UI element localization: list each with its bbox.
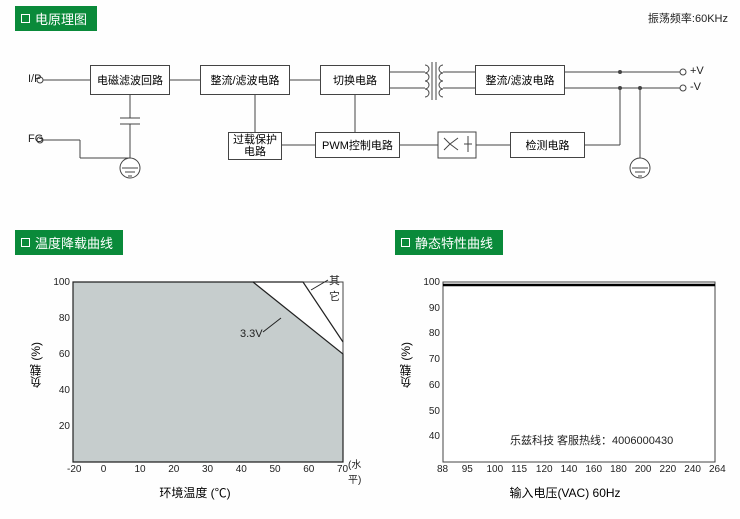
chart1-ann2: 3.3V	[240, 328, 263, 340]
block-overload: 过载保护 电路	[228, 132, 282, 160]
chart2-ytick: 80	[429, 328, 440, 339]
chart1-xtick: 0	[101, 464, 107, 475]
block-switch: 切换电路	[320, 65, 390, 95]
chart2-xlabel: 输入电压(VAC) 60Hz	[415, 484, 715, 501]
chart2-svg	[415, 272, 725, 482]
fg-label: FG	[28, 133, 43, 145]
chart2-ytick: 40	[429, 431, 440, 442]
square-icon	[401, 238, 410, 247]
chart1-ytick: 40	[59, 385, 70, 396]
vneg-label: -V	[690, 81, 701, 93]
block-emi: 电磁滤波回路	[90, 65, 170, 95]
chart1-ytick: 80	[59, 313, 70, 324]
footer-text: 乐兹科技 客服热线：4006000430	[510, 432, 673, 448]
freq-label: 振荡频率:60KHz	[648, 10, 728, 26]
chart2-xtick: 140	[561, 464, 578, 475]
block-diagram: I/P FG +V -V 电磁滤波回路 整流/滤波电路 切换电路 整流/滤波电路…	[30, 50, 715, 210]
ip-label: I/P	[28, 73, 41, 85]
chart2-ytick: 60	[429, 380, 440, 391]
derating-chart: 负载 (%) 20406080100 -20010203040506070 (水…	[45, 272, 345, 487]
chart2-xtick: 88	[437, 464, 448, 475]
chart1-svg	[45, 272, 345, 482]
chart2-xtick: 240	[684, 464, 701, 475]
static-chart: 负载 (%) 405060708090100 88951001151201401…	[415, 272, 725, 487]
chart2-xtick: 115	[511, 464, 527, 475]
chart1-xtick: 70	[337, 464, 348, 475]
block-pwm: PWM控制电路	[315, 132, 400, 158]
chart2-ytick: 90	[429, 303, 440, 314]
chart2-ytick: 70	[429, 354, 440, 365]
chart1-ytick: 20	[59, 421, 70, 432]
section-header-derating: 温度降载曲线	[15, 230, 123, 255]
chart1-xtick: 60	[303, 464, 314, 475]
header2-text: 温度降载曲线	[35, 233, 113, 252]
vpos-label: +V	[690, 65, 704, 77]
chart2-ytick: 50	[429, 406, 440, 417]
chart2-ylabel: 负载 (%)	[397, 342, 414, 388]
square-icon	[21, 238, 30, 247]
chart1-xnote: (水平)	[348, 456, 361, 486]
block-detect: 检测电路	[510, 132, 585, 158]
chart2-xtick: 264	[709, 464, 726, 475]
chart2-xtick: 220	[660, 464, 677, 475]
chart1-ylabel: 负载 (%)	[27, 342, 44, 388]
block-rect1: 整流/滤波电路	[200, 65, 290, 95]
chart1-xtick: 50	[270, 464, 281, 475]
chart1-ytick: 100	[53, 277, 70, 288]
section-header-static: 静态特性曲线	[395, 230, 503, 255]
section-header-diagram: 电原理图	[15, 6, 97, 31]
chart2-ytick: 100	[423, 277, 440, 288]
chart1-ann1: 其它	[329, 272, 345, 304]
chart2-xtick: 100	[486, 464, 503, 475]
chart1-xtick: 30	[202, 464, 213, 475]
chart1-xtick: -20	[67, 464, 81, 475]
chart2-xtick: 120	[536, 464, 553, 475]
chart1-xtick: 10	[135, 464, 146, 475]
chart1-xtick: 40	[236, 464, 247, 475]
chart1-ytick: 60	[59, 349, 70, 360]
chart2-xtick: 95	[462, 464, 473, 475]
chart2-xtick: 200	[635, 464, 652, 475]
block-rect2: 整流/滤波电路	[475, 65, 565, 95]
chart1-xtick: 20	[168, 464, 179, 475]
chart2-xtick: 160	[585, 464, 602, 475]
square-icon	[21, 14, 30, 23]
chart2-xtick: 180	[610, 464, 627, 475]
header3-text: 静态特性曲线	[415, 233, 493, 252]
chart1-xlabel: 环境温度 (℃)	[45, 484, 345, 501]
header1-text: 电原理图	[35, 9, 87, 28]
